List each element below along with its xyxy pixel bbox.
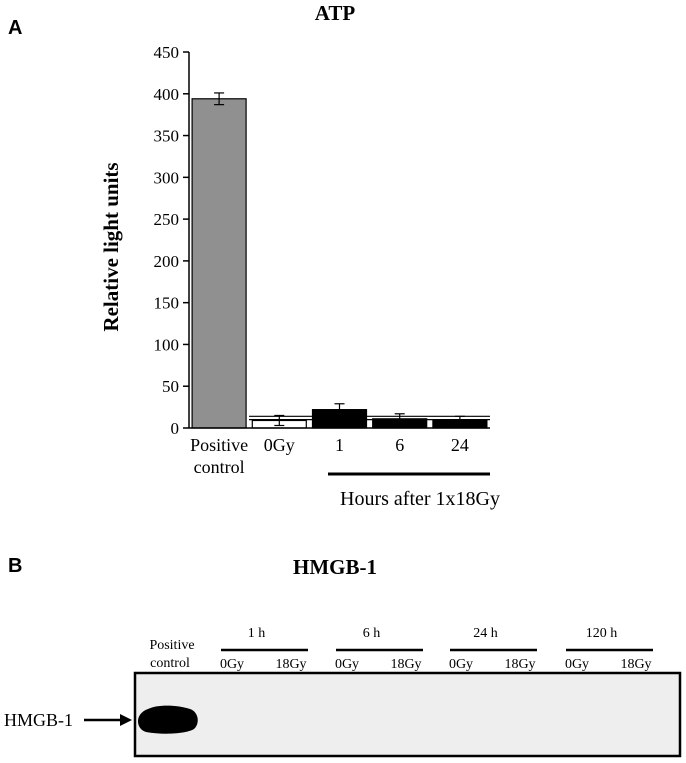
error-bars	[214, 92, 465, 427]
category-label: control	[194, 457, 245, 477]
reference-lines	[249, 415, 490, 421]
bars	[191, 98, 488, 429]
category-label: Positive	[190, 435, 248, 455]
time-group-label: 120 h	[586, 626, 618, 641]
y-tick-label: 400	[154, 85, 180, 104]
lane-label: 18Gy	[504, 657, 535, 672]
positive-control-line-1: Positive	[149, 638, 194, 653]
arrow-icon	[120, 714, 132, 726]
hmgb1-title: HMGB-1	[293, 555, 377, 579]
atp-chart-title: ATP	[315, 1, 356, 25]
category-label: 24	[451, 435, 469, 455]
lane-label: 0Gy	[335, 657, 359, 672]
category-label: 0Gy	[264, 435, 295, 455]
y-tick-label: 450	[154, 43, 180, 62]
y-tick-label: 100	[154, 335, 180, 354]
y-tick-label: 300	[154, 168, 180, 187]
y-tick-label: 0	[171, 419, 180, 438]
positive-control-line-2: control	[150, 656, 190, 671]
lane-label: 18Gy	[620, 657, 651, 672]
lane-label: 18Gy	[275, 657, 306, 672]
y-tick-label: 350	[154, 127, 180, 146]
lane-label: 18Gy	[390, 657, 421, 672]
panel-a-letter: A	[8, 17, 22, 39]
y-tick-label: 250	[154, 210, 180, 229]
lane-label: 0Gy	[449, 657, 473, 672]
y-tick-label: 50	[162, 377, 179, 396]
y-tick-label: 150	[154, 294, 180, 313]
x-axis-label: Hours after 1x18Gy	[340, 488, 500, 510]
y-tick-label: 200	[154, 252, 180, 271]
category-label: 1	[335, 435, 344, 455]
bar	[191, 98, 247, 429]
y-axis: 0 50 100 150 200 250 300 350 400 450	[154, 43, 190, 438]
positive-control-band	[138, 705, 198, 734]
y-axis-label: Relative light units	[99, 162, 123, 331]
lane-label: 0Gy	[220, 657, 244, 672]
panel-b-letter: B	[8, 555, 22, 577]
lane-label: 0Gy	[565, 657, 589, 672]
category-label: 6	[395, 435, 404, 455]
time-group-label: 24 h	[473, 626, 498, 641]
time-group-label: 1 h	[248, 626, 266, 641]
row-label: HMGB-1	[4, 710, 73, 730]
time-groups: 1 h 0Gy 18Gy 6 h 0Gy 18Gy 24 h 0Gy 18Gy 120 h 0Gy 1…	[220, 626, 653, 672]
blot-membrane	[133, 671, 682, 758]
time-group-label: 6 h	[363, 626, 381, 641]
